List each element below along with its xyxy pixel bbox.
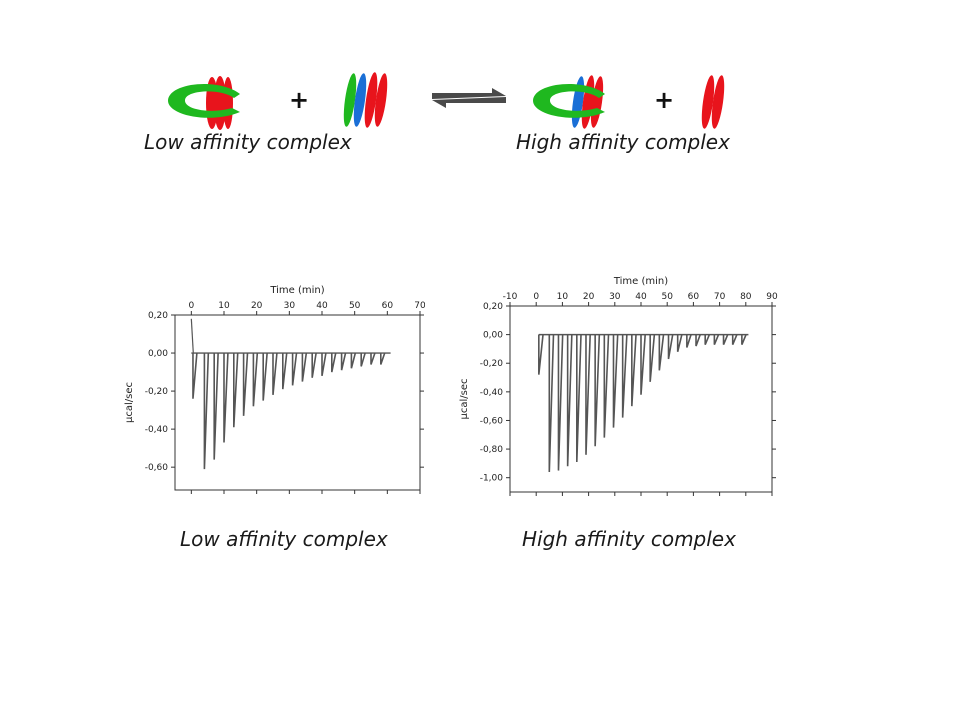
y-axis-label: µcal/sec [124,382,135,423]
injection-peak [360,352,366,367]
high-affinity-complex-icon [532,75,605,129]
injection-peak [252,352,259,407]
injection-peak [262,352,268,401]
y-tick-label: -0,40 [145,425,169,435]
y-tick-label: 0,20 [148,311,168,321]
injection-peak [538,334,544,375]
x-tick-label: 30 [284,301,296,311]
equilibrium-arrows-icon [432,88,506,108]
plus-sign-right: + [654,86,675,114]
x-tick-label: 60 [382,301,394,311]
plus-sign-left: + [289,86,310,114]
x-tick-label: 10 [218,301,230,311]
injection-peak [242,352,249,416]
injection-peak [370,352,376,365]
x-tick-label: 40 [635,292,647,302]
y-tick-label: 0,00 [148,349,168,359]
injection-peak [311,352,317,378]
injection-peak [621,334,628,418]
injection-peak [695,334,701,347]
injection-peak [203,353,210,470]
injection-peak [594,334,601,447]
injection-peak [223,353,229,443]
injection-peak [272,352,278,395]
x-tick-label: 20 [251,301,263,311]
injection-peak [213,353,219,460]
injection-peak [704,334,711,345]
injection-peak [686,334,692,348]
injection-peak [612,334,619,428]
plot-frame [174,314,421,491]
injection-peak [731,334,738,345]
injection-peak [741,334,747,345]
y-tick-label: 0,20 [483,302,503,312]
x-tick-label: 30 [609,292,621,302]
initial-drift-trace [190,318,194,354]
x-tick-label: 40 [316,301,328,311]
injection-peak [301,352,308,382]
injection-peak [676,334,683,352]
injection-peak [233,353,239,428]
injection-peak [192,352,198,399]
y-tick-label: 0,00 [483,331,503,341]
y-tick-label: -0,20 [480,359,504,369]
injection-peak [585,334,591,455]
x-tick-label: 20 [583,292,595,302]
injection-peak [722,334,729,345]
y-tick-label: -0,60 [480,416,504,426]
y-tick-label: -0,20 [145,387,169,397]
x-tick-label: 0 [533,292,539,302]
injection-peak [631,334,637,407]
x-tick-label: 50 [349,301,361,311]
released-bars-icon [701,75,725,129]
injection-peak [282,352,288,390]
reaction-scheme [167,72,725,130]
y-tick-label: -0,40 [480,388,504,398]
injection-peak [340,352,347,371]
injection-peak [291,352,298,386]
injection-peak [566,334,573,467]
y-axis-label: µcal/sec [459,379,470,420]
x-axis-label: Time (min) [269,285,324,296]
x-tick-label: 80 [740,292,752,302]
injection-peak [658,334,665,371]
scheme-caption-high-affinity: High affinity complex [516,130,730,154]
x-tick-label: 70 [714,292,726,302]
injection-peak [640,334,646,395]
injection-peak [667,334,674,360]
injection-peak [350,352,357,369]
injection-peak [576,334,582,462]
injection-peak [331,352,337,373]
x-tick-label: 50 [661,292,673,302]
chart-caption-high-affinity: High affinity complex [522,527,736,551]
x-tick-label: 10 [557,292,569,302]
scheme-caption-low-affinity: Low affinity complex [144,130,352,154]
y-tick-label: -0,80 [480,445,504,455]
x-tick-label: 0 [188,301,194,311]
injection-peak [649,334,656,382]
x-axis-label: Time (min) [613,276,668,287]
injection-peak [321,352,327,377]
chart-low-affinity: 0 10 20 30 40 50 60 70 Time (min) 0,20 0,00 -0,20 -0… [124,285,425,494]
low-affinity-complex-icon [167,76,240,130]
ligand-bars-icon [343,72,388,128]
chart-high-affinity: -10 0 10 20 30 40 50 60 70 80 90 Time (min) 0,20 0,00… [459,276,778,496]
x-tick-label: 90 [766,292,778,302]
y-tick-label: -1,00 [480,474,504,484]
x-tick-label: -10 [503,292,518,302]
injection-peak [713,334,720,345]
chart-caption-low-affinity: Low affinity complex [180,527,388,551]
x-tick-label: 60 [688,292,700,302]
injection-peak [557,334,564,471]
injection-peak [380,352,386,365]
injection-peak [548,334,555,472]
injection-peak [603,334,610,438]
x-tick-label: 70 [414,301,425,311]
y-tick-label: -0,60 [145,463,169,473]
